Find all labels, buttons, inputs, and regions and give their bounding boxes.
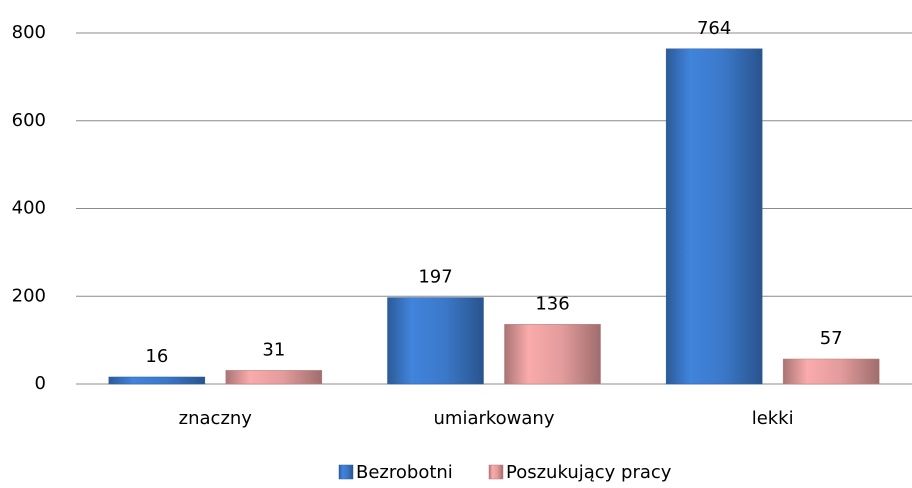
bar — [665, 48, 763, 385]
x-tick-label: znaczny — [179, 408, 253, 429]
data-label: 16 — [145, 346, 168, 367]
data-label: 197 — [418, 267, 452, 288]
bar — [504, 324, 601, 385]
y-tick-label: 800 — [12, 22, 46, 43]
bar — [225, 370, 323, 385]
y-tick-label: 200 — [12, 285, 46, 306]
legend-label: Bezrobotni — [356, 462, 453, 483]
legend-swatch — [338, 464, 354, 480]
data-label: 31 — [262, 339, 285, 360]
legend-label: Poszukujący pracy — [506, 462, 672, 483]
y-tick-label: 600 — [12, 110, 46, 131]
legend-swatch — [488, 464, 504, 480]
data-label: 57 — [820, 328, 843, 349]
data-label: 136 — [535, 293, 569, 314]
x-tick-label: lekki — [752, 408, 794, 429]
y-tick-label: 0 — [35, 373, 46, 394]
x-tick-label: umiarkowany — [434, 408, 555, 429]
bar — [387, 297, 484, 385]
bar — [108, 376, 206, 385]
y-tick-label: 400 — [12, 198, 46, 219]
data-label: 764 — [697, 18, 731, 39]
bar — [782, 358, 880, 385]
